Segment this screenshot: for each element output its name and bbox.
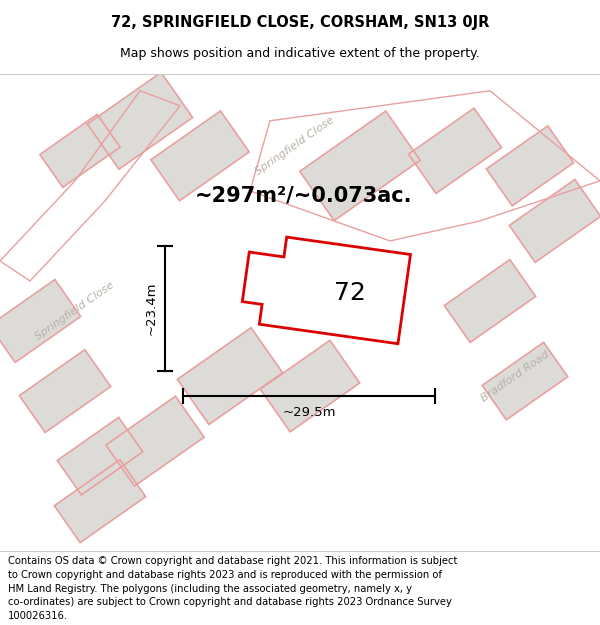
Text: Bradford Road: Bradford Road bbox=[479, 349, 551, 403]
Polygon shape bbox=[0, 32, 214, 470]
Polygon shape bbox=[300, 111, 420, 221]
Polygon shape bbox=[106, 396, 204, 486]
Polygon shape bbox=[178, 328, 283, 424]
Polygon shape bbox=[487, 126, 574, 206]
Polygon shape bbox=[55, 460, 146, 542]
Polygon shape bbox=[366, 112, 600, 551]
Polygon shape bbox=[19, 349, 110, 432]
Text: ~297m²/~0.073ac.: ~297m²/~0.073ac. bbox=[195, 186, 413, 206]
Text: 72, SPRINGFIELD CLOSE, CORSHAM, SN13 0JR: 72, SPRINGFIELD CLOSE, CORSHAM, SN13 0JR bbox=[111, 14, 489, 29]
Text: Contains OS data © Crown copyright and database right 2021. This information is : Contains OS data © Crown copyright and d… bbox=[8, 556, 457, 621]
Polygon shape bbox=[242, 237, 410, 344]
Text: ~23.4m: ~23.4m bbox=[145, 282, 157, 335]
Text: Map shows position and indicative extent of the property.: Map shows position and indicative extent… bbox=[120, 47, 480, 59]
Polygon shape bbox=[409, 108, 502, 194]
Polygon shape bbox=[260, 341, 360, 432]
Polygon shape bbox=[115, 0, 505, 382]
Text: ~29.5m: ~29.5m bbox=[282, 406, 336, 419]
Polygon shape bbox=[509, 179, 600, 262]
Polygon shape bbox=[0, 279, 80, 362]
Polygon shape bbox=[151, 111, 249, 201]
Polygon shape bbox=[445, 259, 536, 343]
Polygon shape bbox=[40, 114, 120, 188]
Text: Springfield Close: Springfield Close bbox=[34, 280, 116, 342]
Polygon shape bbox=[57, 418, 143, 495]
Polygon shape bbox=[482, 342, 568, 420]
Text: 72: 72 bbox=[334, 281, 366, 305]
Text: Springfield Close: Springfield Close bbox=[254, 115, 337, 177]
Polygon shape bbox=[88, 72, 193, 169]
